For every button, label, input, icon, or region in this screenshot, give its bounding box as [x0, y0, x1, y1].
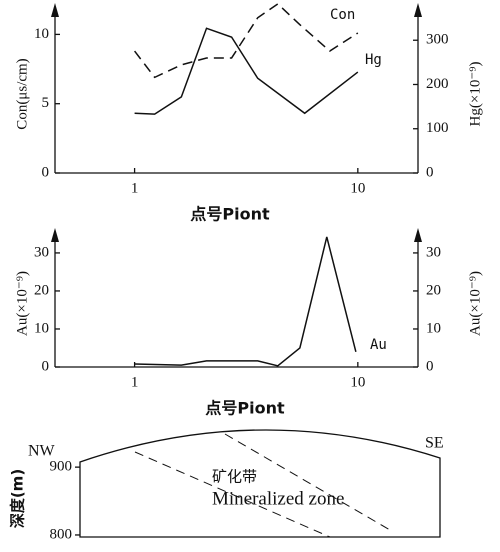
annotation: NW — [28, 443, 56, 460]
section-outline — [79, 429, 441, 538]
y2-tick-label: 100 — [426, 120, 449, 136]
x-tick-label: 1 — [131, 180, 139, 196]
y2-tick-label: 300 — [426, 32, 449, 48]
y2-tick-label: 30 — [426, 244, 441, 260]
series-label: Au — [370, 337, 387, 353]
y-tick-label: 10 — [34, 26, 49, 42]
y2-tick-label: 10 — [426, 320, 441, 336]
y-tick-label: 5 — [42, 95, 50, 111]
axis-arrow — [51, 228, 59, 242]
y-axis-label: 深度(m) — [9, 469, 27, 528]
y-axis-label: Au(×10⁻⁹) — [14, 271, 30, 336]
y2-tick-label: 200 — [426, 76, 449, 92]
series-label: Con — [330, 7, 355, 23]
x-axis-label: 点号Piont — [190, 205, 270, 224]
x-tick-label: 10 — [350, 180, 365, 196]
axis-arrow — [414, 228, 422, 242]
y2-tick-label: 20 — [426, 282, 441, 298]
series-label: Hg — [365, 52, 382, 68]
y2-tick-label: 0 — [426, 164, 434, 180]
x-axis-label: 点号Piont — [205, 399, 285, 418]
y-tick-label: 900 — [50, 459, 73, 475]
y2-axis-label: Hg(×10⁻⁹) — [467, 62, 483, 127]
y-tick-label: 20 — [34, 282, 49, 298]
axis-arrow — [51, 3, 59, 17]
zone-boundary — [224, 433, 391, 531]
y-tick-label: 30 — [34, 244, 49, 260]
y-tick-label: 10 — [34, 320, 49, 336]
zone-boundary — [134, 451, 331, 538]
series-line — [133, 2, 359, 79]
annotation: 矿化带 — [212, 468, 257, 485]
y2-tick-label: 0 — [426, 358, 434, 374]
annotation: Mineralized zone — [212, 488, 344, 509]
y-tick-label: 0 — [42, 164, 50, 180]
annotation: SE — [425, 435, 444, 452]
y-tick-label: 800 — [50, 526, 73, 542]
y2-axis-label: Au(×10⁻⁹) — [467, 271, 483, 336]
x-tick-label: 1 — [131, 374, 139, 390]
series-line — [134, 236, 357, 367]
y-tick-label: 0 — [42, 358, 50, 374]
axis-arrow — [414, 3, 422, 17]
x-tick-label: 10 — [350, 374, 365, 390]
y-axis-label: Con(μs/cm) — [14, 58, 30, 129]
series-line — [134, 27, 359, 115]
